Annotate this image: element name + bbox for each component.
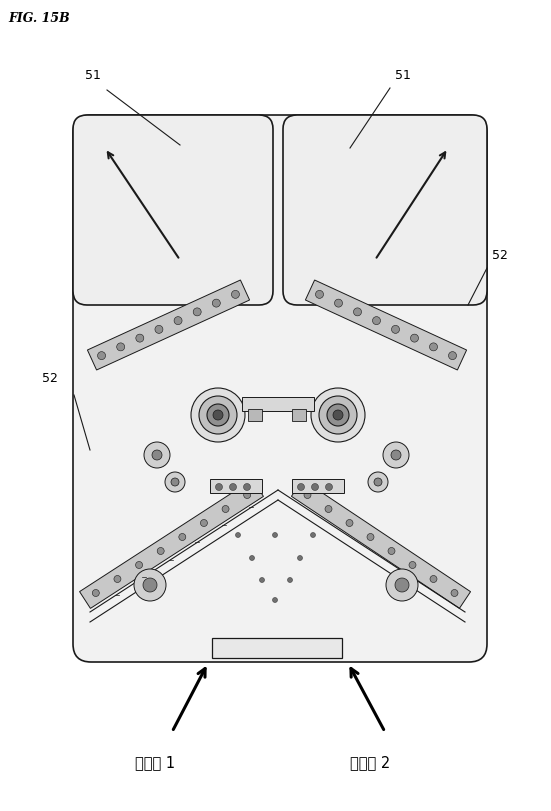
- Circle shape: [114, 576, 121, 582]
- Circle shape: [152, 450, 162, 460]
- Circle shape: [374, 478, 382, 486]
- Circle shape: [193, 308, 201, 315]
- Bar: [248, 409, 262, 421]
- Circle shape: [222, 505, 229, 513]
- Text: 51: 51: [395, 69, 411, 82]
- Circle shape: [298, 556, 302, 560]
- Circle shape: [155, 325, 163, 333]
- Circle shape: [201, 520, 207, 526]
- Circle shape: [326, 483, 332, 491]
- Polygon shape: [291, 479, 471, 608]
- Circle shape: [273, 598, 278, 603]
- Polygon shape: [305, 280, 467, 370]
- Circle shape: [395, 578, 409, 592]
- Circle shape: [157, 547, 164, 555]
- Circle shape: [165, 472, 185, 492]
- Circle shape: [391, 450, 401, 460]
- Circle shape: [354, 308, 361, 315]
- Circle shape: [311, 483, 318, 491]
- Circle shape: [367, 534, 374, 540]
- Circle shape: [260, 577, 264, 582]
- Bar: [292, 479, 344, 493]
- Circle shape: [215, 483, 223, 491]
- Circle shape: [117, 343, 125, 351]
- Circle shape: [316, 290, 323, 298]
- Circle shape: [235, 533, 240, 538]
- Circle shape: [136, 334, 144, 342]
- Circle shape: [244, 483, 251, 491]
- Circle shape: [451, 590, 458, 597]
- Circle shape: [319, 396, 357, 434]
- Bar: [210, 479, 262, 493]
- Circle shape: [231, 290, 240, 298]
- Circle shape: [134, 569, 166, 601]
- Circle shape: [93, 590, 99, 597]
- Circle shape: [136, 561, 143, 569]
- Circle shape: [191, 388, 245, 442]
- Circle shape: [207, 404, 229, 426]
- FancyBboxPatch shape: [73, 115, 487, 662]
- Circle shape: [430, 576, 437, 582]
- Circle shape: [392, 325, 399, 333]
- FancyBboxPatch shape: [283, 115, 487, 305]
- Bar: [242, 397, 314, 411]
- Circle shape: [449, 352, 456, 359]
- Circle shape: [171, 478, 179, 486]
- Text: 52: 52: [492, 249, 508, 262]
- FancyBboxPatch shape: [73, 115, 273, 305]
- Circle shape: [327, 404, 349, 426]
- Circle shape: [311, 388, 365, 442]
- Circle shape: [334, 299, 343, 307]
- Circle shape: [333, 410, 343, 420]
- Circle shape: [143, 578, 157, 592]
- Circle shape: [174, 316, 182, 324]
- Circle shape: [213, 410, 223, 420]
- Text: レーン 2: レーン 2: [350, 755, 390, 770]
- Circle shape: [273, 533, 278, 538]
- Text: 51: 51: [85, 69, 101, 82]
- Circle shape: [230, 483, 236, 491]
- Bar: [292, 409, 306, 421]
- Circle shape: [199, 396, 237, 434]
- Circle shape: [388, 547, 395, 555]
- Text: レーン 1: レーン 1: [135, 755, 175, 770]
- Circle shape: [386, 569, 418, 601]
- Circle shape: [311, 533, 316, 538]
- Bar: [212, 638, 342, 658]
- Text: 52: 52: [42, 372, 58, 385]
- Circle shape: [429, 343, 437, 351]
- Circle shape: [250, 556, 255, 560]
- Circle shape: [383, 442, 409, 468]
- Circle shape: [410, 334, 419, 342]
- Circle shape: [244, 491, 251, 499]
- Circle shape: [144, 442, 170, 468]
- Circle shape: [325, 505, 332, 513]
- Circle shape: [288, 577, 293, 582]
- Polygon shape: [88, 280, 250, 370]
- Circle shape: [98, 352, 106, 359]
- Circle shape: [346, 520, 353, 526]
- Circle shape: [298, 483, 305, 491]
- Circle shape: [179, 534, 186, 540]
- Circle shape: [304, 491, 311, 499]
- Circle shape: [372, 316, 381, 324]
- Circle shape: [409, 561, 416, 569]
- Circle shape: [368, 472, 388, 492]
- Polygon shape: [79, 479, 263, 608]
- Circle shape: [212, 299, 220, 307]
- Text: FIG. 15B: FIG. 15B: [8, 12, 70, 25]
